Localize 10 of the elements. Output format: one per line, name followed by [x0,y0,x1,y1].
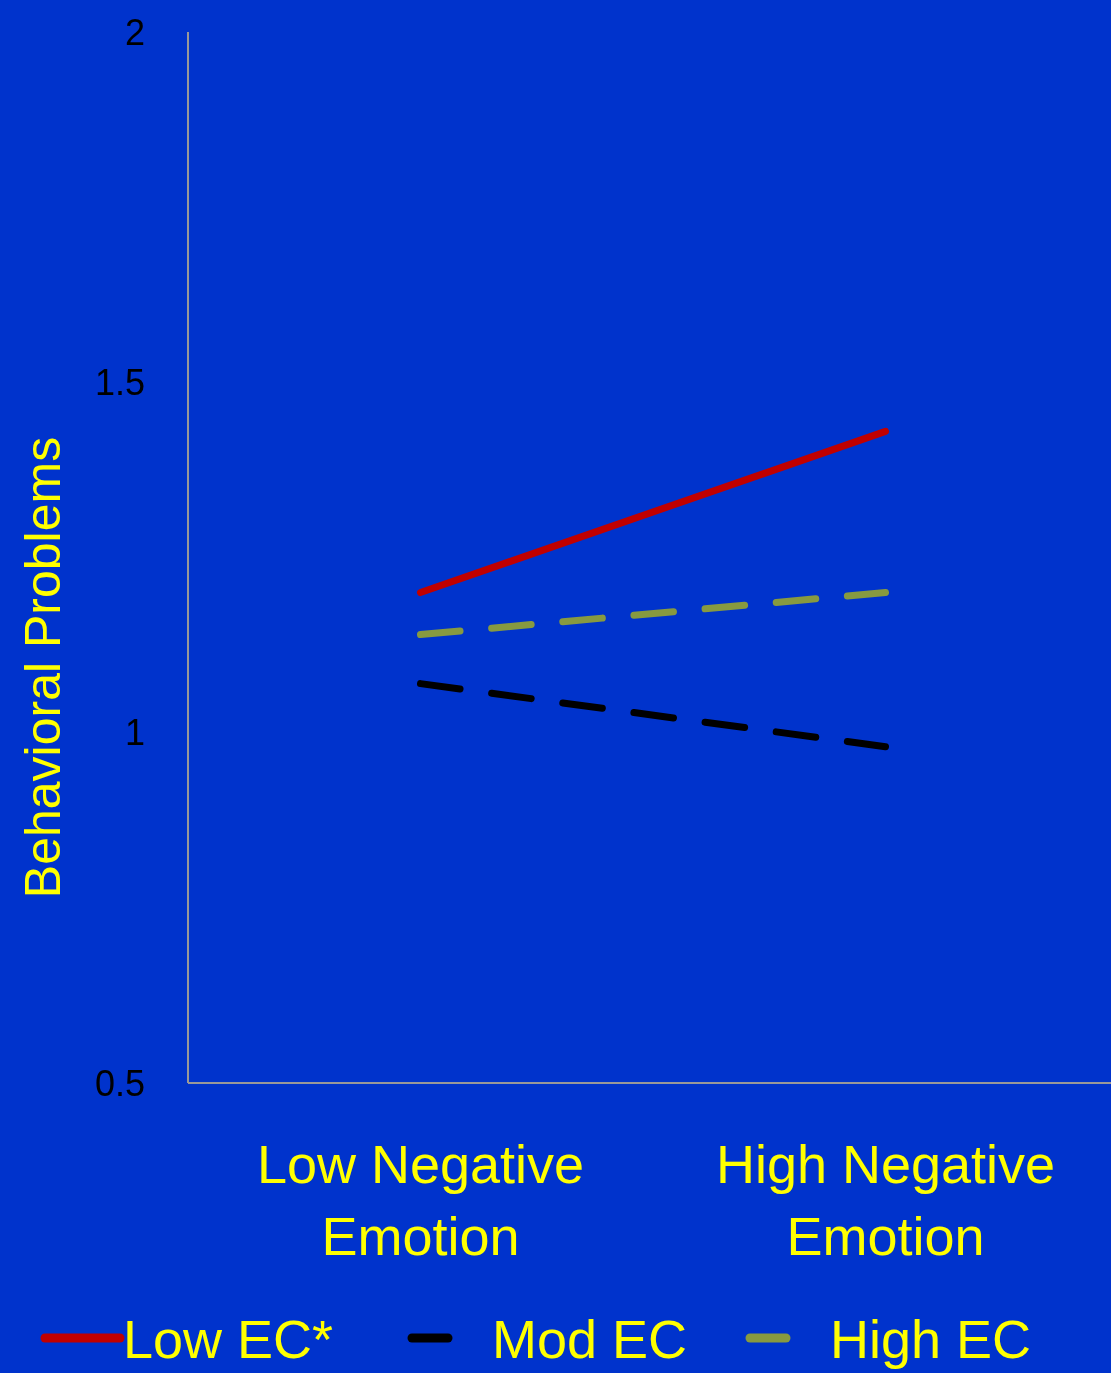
y-tick-label: 2 [124,11,145,53]
x-tick-label: Low Negative Emotion [256,1134,585,1266]
y-tick-label: 1.5 [94,361,145,403]
y-tick-label: 1 [124,712,145,754]
y-tick-label: 0.5 [94,1062,145,1104]
y-axis-title: Behavioral Problems [15,436,71,899]
x-tick-label: High Negative Emotion [715,1134,1056,1266]
legend-label: High EC [830,1309,1032,1369]
legend-label: Mod EC [492,1309,688,1369]
legend-label: Low EC* [123,1309,334,1369]
